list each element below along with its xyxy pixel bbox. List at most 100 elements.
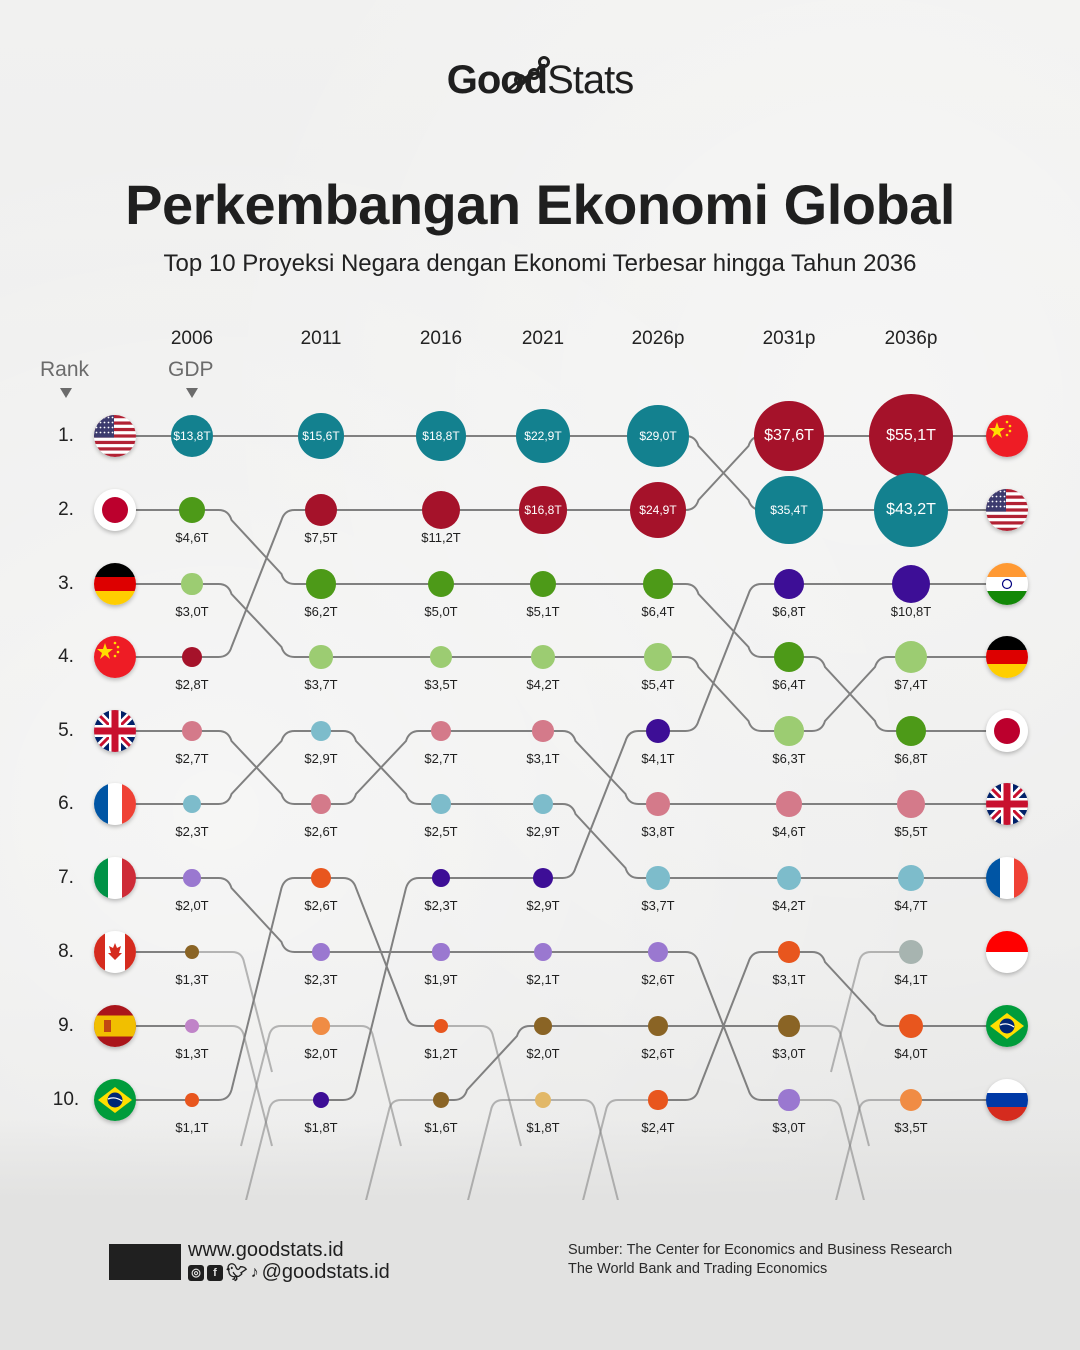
gdp-value: $16,8T — [524, 502, 562, 517]
gdp-value: $6,4T — [772, 677, 806, 692]
rank-number: 2. — [58, 499, 74, 520]
flag-spain-icon — [94, 1005, 136, 1047]
gdp-bubble — [646, 792, 670, 816]
gdp-bubble — [184, 944, 200, 960]
year-header: 2026p — [631, 328, 685, 349]
gdp-value: $5,0T — [424, 604, 458, 619]
flag-united-states-icon — [986, 489, 1028, 531]
rank-line — [192, 951, 273, 1073]
gdp-bubble — [430, 720, 452, 742]
rank-number: 7. — [58, 867, 74, 888]
gdp-value: $4,1T — [894, 972, 928, 987]
year-header: 2031p — [762, 328, 816, 349]
footer-website[interactable]: www.goodstats.id — [188, 1239, 344, 1261]
flag-united-states-icon — [94, 415, 136, 457]
rank-line — [192, 583, 321, 658]
gdp-bubble — [778, 1089, 800, 1111]
gdp-value: $2,9T — [526, 824, 560, 839]
gdp-bubble — [311, 794, 331, 814]
gdp-value: $37,6T — [764, 426, 814, 444]
rank-line — [192, 877, 321, 953]
year-header: 2011 — [300, 328, 342, 349]
gdp-value: $1,8T — [526, 1120, 560, 1135]
source-line-1: Sumber: The Center for Economics and Bus… — [568, 1242, 953, 1258]
flag-india-icon — [986, 563, 1028, 605]
gdp-bubble — [179, 497, 205, 523]
gdp-bubble — [312, 1091, 330, 1109]
flag-japan-icon — [986, 710, 1028, 752]
logo-stats: Stats — [547, 58, 634, 102]
social-handle[interactable]: @goodstats.id — [261, 1261, 390, 1283]
rank-line — [192, 877, 321, 1101]
gdp-value: $1,9T — [424, 972, 458, 987]
gdp-value: $4,7T — [894, 898, 928, 913]
rank-label: Rank — [40, 358, 90, 381]
instagram-icon[interactable]: ◎ — [188, 1264, 204, 1281]
rank-line — [441, 1025, 543, 1101]
gdp-bubble — [644, 643, 672, 671]
gdp-bubble — [184, 1018, 200, 1034]
gdp-bubble — [646, 866, 670, 890]
gdp-bubble — [773, 568, 805, 600]
rank-number: 10. — [52, 1089, 80, 1110]
gdp-value: $5,5T — [894, 824, 928, 839]
gdp-value: $6,8T — [894, 751, 928, 766]
rank-number: 9. — [58, 1015, 74, 1036]
gdp-bubble: $22,9T — [515, 408, 571, 464]
flag-canada-icon — [94, 931, 136, 973]
logo-graph-icon — [507, 56, 550, 92]
gdp-value: $3,0T — [175, 604, 209, 619]
flag-united-kingdom-icon — [986, 783, 1028, 825]
rank-line — [192, 509, 321, 585]
gdp-bubble — [778, 941, 800, 963]
rank-line — [321, 1025, 402, 1147]
gdp-value: $4,6T — [772, 824, 806, 839]
flag-russia-icon — [986, 1079, 1028, 1121]
gdp-value: $3,5T — [424, 677, 458, 692]
flag-brazil-icon — [94, 1079, 136, 1121]
rank-line — [245, 1099, 321, 1200]
gdp-bubble — [429, 645, 453, 669]
rank-line — [830, 951, 911, 1073]
year-header: 2016 — [419, 328, 463, 349]
gdp-value: $11,2T — [421, 530, 461, 545]
tiktok-icon[interactable]: ♪ — [250, 1263, 259, 1281]
gdp-value: $35,4T — [770, 502, 808, 517]
gdp-value: $2,6T — [304, 898, 338, 913]
gdp-bubble — [899, 1014, 923, 1038]
rank-line — [789, 656, 911, 732]
gdp-value: $2,7T — [424, 751, 458, 766]
gdp-bubble — [312, 1017, 330, 1035]
gdp-bubble — [311, 942, 331, 962]
rank-line — [658, 656, 789, 732]
gdp-bubble — [895, 715, 927, 747]
gdp-value: $2,6T — [641, 1046, 675, 1061]
gdp-value: $2,8T — [175, 677, 209, 692]
gdp-value: $22,9T — [524, 428, 562, 443]
gdp-value: $6,3T — [772, 751, 806, 766]
footer-logo-block — [109, 1244, 181, 1280]
gdp-value: $4,1T — [641, 751, 675, 766]
rank-line — [582, 1099, 658, 1200]
gdp-bubble: $16,8T — [519, 486, 567, 534]
gdp-bubble — [648, 1090, 668, 1110]
gdp-value: $29,0T — [639, 428, 677, 443]
gdp-value: $4,6T — [175, 530, 209, 545]
gdp-bubble — [185, 1093, 199, 1107]
gdp-bubble — [532, 720, 554, 742]
gdp-value: $10,8T — [890, 604, 932, 619]
rank-line — [192, 730, 321, 805]
gdp-bubble — [776, 865, 802, 891]
gdp-value: $3,1T — [772, 972, 806, 987]
gdp-bubble — [532, 867, 554, 889]
gdp-bubble — [534, 1017, 552, 1035]
gdp-bubble — [433, 1018, 449, 1034]
gdp-bubble: $35,4T — [755, 476, 823, 544]
twitter-icon[interactable]: 🐦︎ — [226, 1262, 248, 1282]
flag-japan-icon — [94, 489, 136, 531]
facebook-icon[interactable]: f — [207, 1264, 223, 1281]
logo-good: Good — [446, 58, 548, 102]
gdp-value: $3,7T — [304, 677, 338, 692]
gdp-value: $2,6T — [304, 824, 338, 839]
gdp-value: $3,0T — [772, 1046, 806, 1061]
